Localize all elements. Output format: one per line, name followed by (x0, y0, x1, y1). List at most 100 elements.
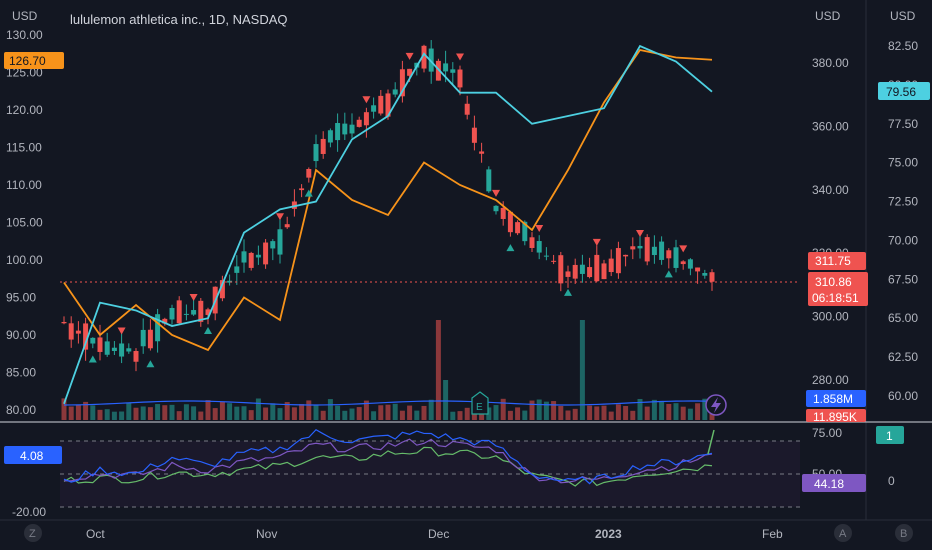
volume-bar (407, 405, 413, 420)
candle-body (687, 259, 693, 269)
auto-scale-button[interactable]: A (834, 524, 852, 542)
b-button-label: B (900, 528, 907, 540)
candle-body (119, 343, 125, 357)
time-label-feb: Feb (762, 527, 783, 541)
time-label-2023: 2023 (595, 527, 622, 541)
volume-bar (385, 404, 391, 420)
osc-tick-0: 0 (888, 474, 895, 488)
candle-body (443, 63, 449, 72)
volume-bar (140, 406, 146, 420)
candle-body (176, 300, 182, 324)
cyan-value-text: 79.56 (886, 85, 916, 99)
osc-green-line (63, 446, 713, 487)
cyan-value-tag: 79.56 (878, 82, 930, 100)
right-tick-label: 67.50 (888, 272, 918, 286)
candle-body (371, 105, 377, 112)
left-tick-label: 95.00 (6, 291, 36, 305)
volume-bar (673, 403, 679, 420)
volume-bar (299, 404, 305, 420)
volume-bar (579, 320, 585, 420)
candle-body (162, 318, 168, 324)
candle-body (241, 251, 247, 263)
osc-left-tag: 4.08 (4, 446, 62, 464)
orange-series-line (63, 48, 713, 352)
volume-bar (68, 406, 74, 420)
candle-body (572, 264, 578, 279)
volume-bar (169, 404, 175, 420)
right-tick-label: 82.50 (888, 39, 918, 53)
time-label-nov: Nov (256, 527, 277, 541)
volume-bar (493, 405, 499, 420)
volume-bar (147, 407, 153, 420)
volume-bar (191, 406, 197, 420)
candle-body (299, 188, 305, 191)
mid-tick-label: 360.00 (812, 119, 849, 133)
right-axis-unit: USD (890, 9, 916, 23)
candle-body (558, 255, 564, 284)
candle-body (97, 337, 103, 352)
candle-body (464, 103, 470, 115)
volume-bar (241, 406, 247, 420)
candle-body (450, 69, 456, 73)
volume-bar (349, 408, 355, 420)
mid-tick-label: 380.00 (812, 56, 849, 70)
volume-bar (306, 400, 312, 420)
z-button-label: Z (29, 528, 36, 540)
volume-bar (543, 401, 549, 420)
candle-body (493, 205, 499, 212)
volume-bar (234, 406, 240, 420)
earnings-marker[interactable]: E (471, 391, 489, 415)
candle-body (421, 45, 427, 69)
buy-marker (146, 360, 155, 368)
price-high-tag: 311.75 (808, 252, 866, 270)
volume-bar (428, 399, 434, 420)
candle-body (608, 258, 614, 273)
candle-body (169, 307, 175, 320)
candle-body (270, 241, 276, 249)
candle-body (651, 246, 657, 256)
sell-marker (535, 225, 544, 233)
volume-bar (615, 404, 621, 420)
volume-bar (399, 410, 405, 420)
right-tick-label: 72.50 (888, 195, 918, 209)
candle-body (320, 138, 326, 154)
candle-body (349, 124, 355, 134)
candle-body (500, 207, 506, 219)
b-button[interactable]: B (895, 524, 913, 542)
candle-body (68, 323, 74, 340)
osc-left-text: 4.08 (20, 449, 44, 463)
candle-body (392, 89, 398, 95)
candle-body (659, 241, 665, 260)
mid-tick-label: 340.00 (812, 183, 849, 197)
candle-body (83, 323, 89, 350)
volume-bar (659, 400, 665, 420)
candle-body (183, 313, 189, 315)
volume-bar (392, 403, 398, 420)
lightning-icon[interactable] (705, 394, 727, 416)
candle-body (133, 351, 139, 362)
volume-bar (342, 410, 348, 420)
volume-bar (457, 411, 463, 420)
volume-bar (687, 408, 693, 420)
candle-body (248, 252, 254, 268)
buy-marker (564, 288, 572, 296)
volume-bar (414, 410, 420, 420)
volume-bar (378, 405, 384, 420)
z-button[interactable]: Z (24, 524, 42, 542)
candle-body (234, 266, 240, 273)
left-tick-label: 130.00 (6, 28, 43, 42)
volume-bar (515, 407, 521, 420)
candle-body (75, 330, 81, 334)
candle-body (579, 264, 585, 274)
buy-marker (506, 244, 515, 252)
volume-bar (558, 405, 564, 420)
candle-body (407, 68, 413, 76)
volume-bar (572, 408, 578, 420)
candle-body (191, 310, 197, 315)
candle-body (342, 123, 348, 135)
candle-body (313, 144, 319, 162)
candle-body (147, 329, 153, 349)
overlay-lines (63, 44, 713, 405)
volume-bar (644, 406, 650, 420)
